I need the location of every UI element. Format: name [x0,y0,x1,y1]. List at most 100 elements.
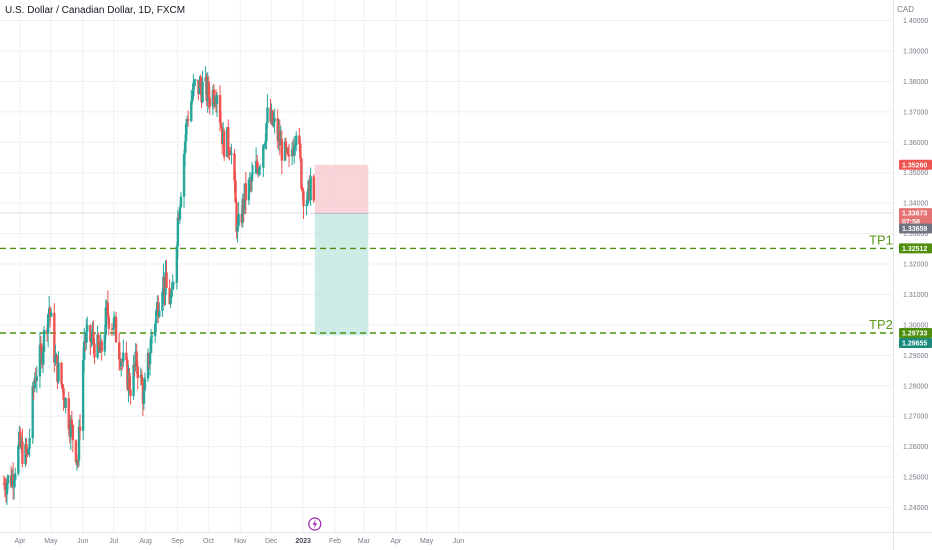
y-tick-label: 1.32000 [903,262,928,269]
x-tick-label: Apr [390,538,402,545]
candle-body [107,316,111,329]
candle-body [74,440,78,463]
x-tick-label: Dec [265,538,278,545]
candle-body [121,361,124,363]
candle-body [77,426,81,461]
x-tick-label: Sep [171,538,184,545]
candle-body [171,283,174,290]
candle-body [172,282,175,284]
candle-body [265,123,268,142]
candle-body [255,160,259,168]
candle-body [6,475,10,484]
candle-body [271,110,274,125]
candle-body [110,328,114,330]
candle-body [259,167,262,169]
candle-body [293,147,296,155]
candle-body [178,206,182,220]
candle-body [132,364,135,397]
candle-body [122,352,125,362]
candle-body [75,460,79,463]
x-tick-label: Oct [203,538,214,545]
candle-body [128,372,131,390]
candle-body [38,344,42,377]
candle-body [85,331,88,343]
candle-body [294,145,297,148]
candle-body [135,351,138,367]
candle-body [33,378,36,389]
entry-price-badge-text: 1.33659 [902,226,927,233]
tp-label-tp1: TP1 [869,232,893,247]
candle-body [31,386,34,438]
x-tick-label: May [44,538,58,545]
target-price-badge [899,338,932,349]
candle-body [117,342,121,360]
candle-body [27,448,30,455]
x-tick-label: Jul [109,538,118,545]
candle-body [69,419,72,438]
candle-body [111,328,115,330]
chart-title: U.S. Dollar / Canadian Dollar, 1D, FXCM [5,5,186,16]
candle-body [266,107,269,124]
lightning-bolt [312,519,318,529]
candle-body [76,460,80,462]
candle-body [299,143,302,159]
candle-body [142,390,146,404]
y-tick-label: 1.26000 [903,444,928,451]
candle-body [81,359,85,431]
candle-body [89,325,92,342]
candle-body [158,310,161,317]
entry-price-badge [899,223,932,234]
candle-body [219,122,223,128]
candle-body [286,148,290,155]
y-tick-label: 1.38000 [903,79,928,86]
candle-body [64,398,67,408]
y-tick-label: 1.34000 [903,201,928,208]
candle-body [12,479,16,487]
candle-body [305,204,308,207]
last-price-badge-text: 1.33673 [902,211,927,218]
candle-body [302,191,305,207]
candle-body [120,361,123,367]
profit-target-zone[interactable] [314,213,369,336]
stop-loss-zone[interactable] [314,164,369,214]
stop-price-badge-text: 1.35260 [902,162,927,169]
candle-body [300,158,303,189]
candle-body [140,374,144,385]
candle-body [191,96,194,102]
candle-body [114,317,118,343]
x-tick-label: Aug [139,538,152,545]
candle-body [78,426,82,431]
y-tick-label: 1.33000 [903,231,928,238]
candle-body [5,483,9,495]
candle-body [278,131,281,146]
candle-body [71,424,75,441]
candle-body [35,376,39,382]
lightning-icon[interactable] [308,517,322,531]
candle-body [42,329,46,352]
candle-body [237,214,240,226]
candle-body [67,398,70,430]
candle-body [272,121,275,125]
candle-body [250,173,254,182]
candle-body [62,388,65,401]
candle-body [199,80,202,88]
candle-body [3,483,7,491]
candle-body [273,118,276,122]
y-tick-label: 1.40000 [903,18,928,25]
candle-body [97,334,100,347]
candle-body [26,454,29,456]
candle-body [263,144,266,146]
candle-body [262,145,265,168]
tp1-price-badge [899,243,932,254]
candle-body [264,141,267,145]
candle-body [21,441,24,464]
x-tick-label: 2023 [295,538,311,545]
candle-body [150,335,154,337]
candle-body [276,118,279,141]
y-tick-label: 1.29000 [903,353,928,360]
y-tick-label: 1.30000 [903,322,928,329]
y-tick-label: 1.24000 [903,505,928,512]
candle-body [100,341,103,352]
